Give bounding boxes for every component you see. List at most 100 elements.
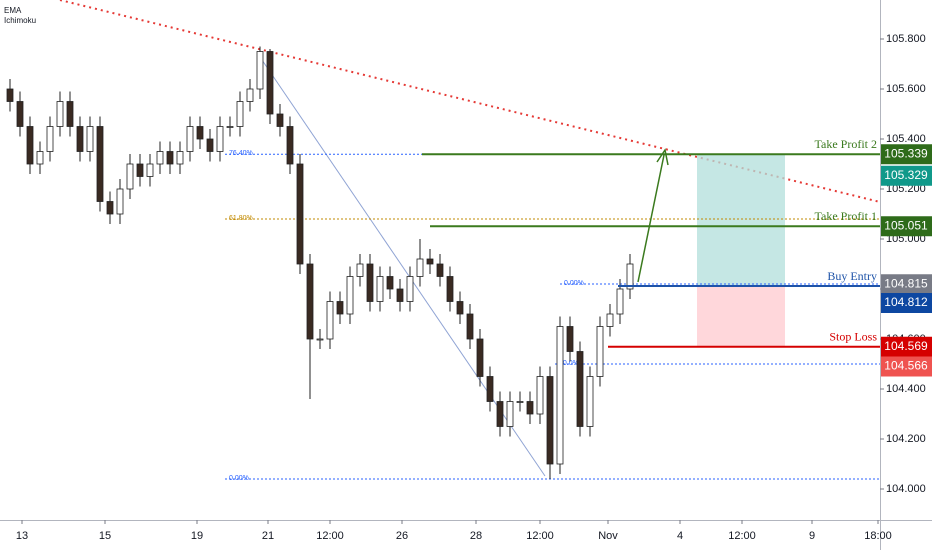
candle-body: [596, 326, 604, 377]
indicator-label: EMA: [4, 6, 22, 15]
candle-body: [176, 151, 184, 165]
candle-body: [196, 126, 204, 140]
candle-body: [116, 188, 124, 215]
level-label: Stop Loss: [829, 330, 877, 344]
candle-body: [546, 376, 554, 465]
stop-zone: [697, 286, 785, 347]
indicator-label: Ichimoku: [4, 16, 36, 25]
candle-body: [406, 276, 414, 302]
candle-body: [376, 276, 384, 302]
candle-body: [136, 163, 144, 177]
level-label: Take Profit 2: [815, 137, 877, 151]
candle-body: [246, 88, 254, 102]
price-tag-label: 105.329: [884, 168, 928, 182]
candle-body: [436, 263, 444, 277]
y-tick-label: 105.400: [886, 133, 926, 145]
candle-body: [186, 126, 194, 152]
candle-body: [76, 126, 84, 152]
x-tick-label: 9: [809, 530, 815, 542]
fib-label: 0.00%: [564, 280, 584, 287]
candle-body: [166, 151, 174, 165]
y-tick-label: 105.800: [886, 33, 926, 45]
candle-body: [276, 113, 284, 127]
x-tick-label: 28: [470, 530, 482, 542]
candle-body: [576, 351, 584, 427]
candle-body: [126, 163, 134, 190]
candle-body: [56, 101, 64, 127]
x-tick-label: 12:00: [526, 530, 554, 542]
x-tick-label: 13: [16, 530, 28, 542]
candle-body: [526, 401, 534, 415]
price-tag-label: 104.812: [884, 295, 928, 309]
y-tick-label: 104.000: [886, 483, 926, 495]
x-tick-label: Nov: [598, 530, 618, 542]
price-tag-label: 104.569: [884, 339, 928, 353]
price-tag-label: 105.339: [884, 146, 928, 160]
candle-body: [266, 51, 274, 115]
candle-body: [586, 376, 594, 427]
x-tick-label: 4: [677, 530, 683, 542]
target-zone: [697, 154, 785, 286]
candle-body: [96, 126, 104, 202]
price-tag-label: 105.051: [884, 218, 928, 232]
x-tick-label: 21: [262, 530, 274, 542]
candle-body: [336, 301, 344, 315]
candle-body: [316, 338, 324, 341]
candle-body: [396, 288, 404, 302]
x-tick-label: 12:00: [316, 530, 344, 542]
fib-label: 76.40%: [229, 150, 253, 157]
candle-body: [216, 126, 224, 152]
level-label: Buy Entry: [827, 269, 877, 283]
candle-body: [346, 276, 354, 315]
y-tick-label: 105.600: [886, 83, 926, 95]
candle-body: [16, 101, 24, 127]
x-tick-label: 15: [99, 530, 111, 542]
candle-body: [476, 338, 484, 377]
price-tag-label: 104.566: [884, 359, 928, 373]
candle-body: [306, 263, 314, 340]
candle-body: [6, 88, 14, 102]
price-tag: [881, 144, 932, 165]
y-tick-label: 104.400: [886, 383, 926, 395]
candle-body: [106, 201, 114, 215]
candle-body: [556, 326, 564, 465]
candle-body: [356, 263, 364, 277]
candle-body: [626, 263, 634, 290]
x-tick-label: 19: [191, 530, 203, 542]
x-tick-label: 18:00: [864, 530, 892, 542]
candle-body: [86, 126, 94, 152]
candle-body: [426, 258, 434, 265]
candle-body: [386, 276, 394, 290]
level-label: Take Profit 1: [815, 209, 877, 223]
candle-body: [466, 313, 474, 340]
candle-body: [236, 101, 244, 127]
price-tag-label: 104.815: [884, 276, 928, 290]
candle-body: [256, 51, 264, 90]
candle-body: [486, 376, 494, 402]
x-tick-label: 12:00: [728, 530, 756, 542]
candle-body: [506, 401, 514, 427]
candle-body: [616, 288, 624, 315]
candle-body: [226, 126, 234, 128]
candle-body: [326, 301, 334, 340]
candle-body: [296, 163, 304, 265]
arrow-head: [656, 148, 669, 166]
candle-body: [46, 126, 54, 152]
candle-body: [416, 258, 424, 277]
fib-label: 50.0%: [559, 360, 579, 367]
candle-body: [286, 126, 294, 165]
fib-label: 61.80%: [229, 215, 253, 222]
price-tag: [881, 336, 932, 357]
candle-body: [36, 151, 44, 165]
y-tick-label: 104.200: [886, 433, 926, 445]
candle-body: [366, 263, 374, 302]
arrow: [637, 154, 665, 283]
price-tag: [881, 356, 932, 377]
candle-body: [156, 151, 164, 165]
price-tag: [881, 165, 932, 186]
candle-body: [26, 126, 34, 165]
candle-body: [66, 101, 74, 127]
price-tag: [881, 216, 932, 237]
